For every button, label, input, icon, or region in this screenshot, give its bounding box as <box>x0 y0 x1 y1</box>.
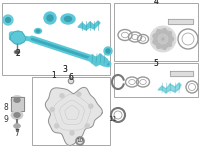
Ellipse shape <box>10 34 14 38</box>
Text: 4: 4 <box>154 0 158 6</box>
Circle shape <box>162 44 167 49</box>
Circle shape <box>70 80 72 82</box>
Circle shape <box>158 34 168 44</box>
Ellipse shape <box>61 14 75 24</box>
Circle shape <box>76 92 81 97</box>
Text: 6: 6 <box>69 72 73 81</box>
Text: 7: 7 <box>15 128 19 137</box>
Text: 3: 3 <box>63 65 67 74</box>
Circle shape <box>6 17 10 22</box>
Ellipse shape <box>11 96 23 105</box>
Polygon shape <box>10 31 26 44</box>
Circle shape <box>153 34 158 39</box>
Text: 5: 5 <box>154 59 158 67</box>
Text: 9: 9 <box>4 115 8 123</box>
Circle shape <box>3 15 13 25</box>
Text: 4: 4 <box>154 0 158 6</box>
Circle shape <box>167 42 172 47</box>
Circle shape <box>50 107 55 112</box>
Polygon shape <box>78 21 100 30</box>
Ellipse shape <box>36 30 40 32</box>
Ellipse shape <box>14 98 20 102</box>
Ellipse shape <box>16 51 18 53</box>
Circle shape <box>153 39 158 44</box>
Text: 3: 3 <box>63 65 67 74</box>
Circle shape <box>70 131 74 136</box>
Circle shape <box>167 31 172 36</box>
Circle shape <box>60 93 64 98</box>
Polygon shape <box>168 19 193 24</box>
Circle shape <box>44 12 56 24</box>
Polygon shape <box>11 97 24 111</box>
Text: 5: 5 <box>154 59 158 67</box>
Text: 6: 6 <box>69 72 73 81</box>
Polygon shape <box>170 71 193 76</box>
Ellipse shape <box>14 123 21 128</box>
Polygon shape <box>45 87 102 145</box>
Circle shape <box>78 139 82 143</box>
Circle shape <box>156 43 162 48</box>
Circle shape <box>85 123 90 128</box>
Polygon shape <box>158 83 181 93</box>
Circle shape <box>162 29 167 34</box>
Ellipse shape <box>14 113 20 117</box>
Text: 2: 2 <box>16 50 20 59</box>
Ellipse shape <box>14 50 20 54</box>
Circle shape <box>47 15 53 21</box>
Polygon shape <box>88 54 108 66</box>
Ellipse shape <box>64 16 72 21</box>
Text: 1: 1 <box>52 71 56 80</box>
Circle shape <box>106 49 110 53</box>
Circle shape <box>168 36 174 41</box>
Text: 1: 1 <box>52 71 56 80</box>
Circle shape <box>54 123 59 128</box>
Ellipse shape <box>10 32 14 36</box>
Ellipse shape <box>10 36 14 40</box>
Ellipse shape <box>35 29 42 34</box>
Circle shape <box>88 104 93 109</box>
Circle shape <box>68 78 74 84</box>
Text: 2: 2 <box>16 50 20 59</box>
Bar <box>2 3 110 75</box>
Bar <box>114 63 198 97</box>
Circle shape <box>104 47 112 55</box>
Ellipse shape <box>11 111 23 120</box>
Circle shape <box>156 30 162 35</box>
Circle shape <box>150 26 176 52</box>
Bar <box>32 77 110 145</box>
Bar <box>114 3 198 61</box>
Text: 11: 11 <box>108 116 118 122</box>
Text: 8: 8 <box>4 102 8 112</box>
Text: 10: 10 <box>76 138 84 143</box>
Circle shape <box>76 137 84 146</box>
